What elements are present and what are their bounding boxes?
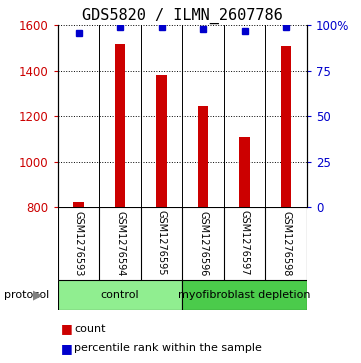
Bar: [182, 280, 307, 310]
Text: GSM1276598: GSM1276598: [281, 211, 291, 276]
Bar: [58, 280, 182, 310]
Bar: [73, 202, 84, 207]
Bar: [281, 46, 291, 207]
Text: GSM1276594: GSM1276594: [115, 211, 125, 276]
Text: ■: ■: [61, 342, 73, 355]
Bar: [156, 75, 167, 207]
Text: GSM1276596: GSM1276596: [198, 211, 208, 276]
Text: count: count: [74, 323, 105, 334]
Text: ■: ■: [61, 322, 73, 335]
Bar: [239, 136, 250, 207]
Text: myofibroblast depletion: myofibroblast depletion: [178, 290, 311, 300]
Bar: [115, 44, 125, 207]
Text: ▶: ▶: [33, 289, 43, 301]
Bar: [198, 106, 208, 207]
Text: GSM1276597: GSM1276597: [240, 211, 249, 276]
Text: control: control: [101, 290, 139, 300]
Title: GDS5820 / ILMN_2607786: GDS5820 / ILMN_2607786: [82, 8, 283, 24]
Text: protocol: protocol: [4, 290, 49, 300]
Text: GSM1276595: GSM1276595: [157, 211, 166, 276]
Text: GSM1276593: GSM1276593: [74, 211, 83, 276]
Text: percentile rank within the sample: percentile rank within the sample: [74, 343, 262, 354]
